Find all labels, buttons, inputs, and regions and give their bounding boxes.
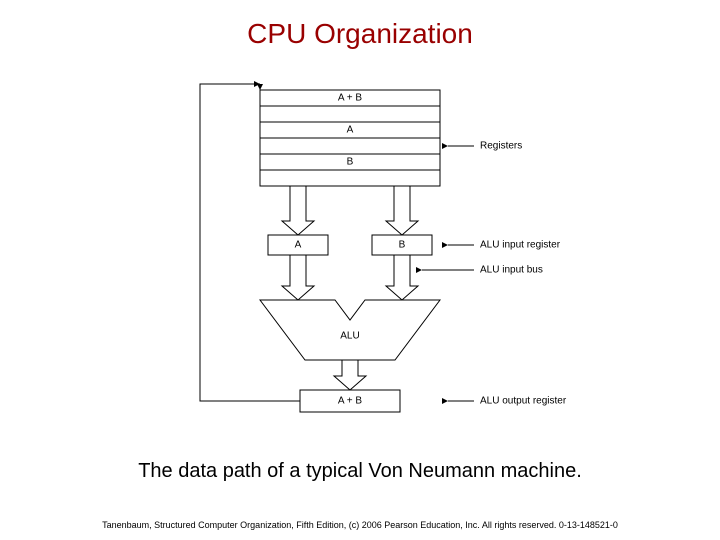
bus-arrow — [386, 186, 418, 235]
bus-arrow — [282, 186, 314, 235]
alu-label: ALU — [340, 331, 359, 342]
bus-arrow — [386, 255, 418, 300]
caption: The data path of a typical Von Neumann m… — [0, 460, 720, 483]
register-row — [260, 170, 440, 186]
alu-input-register-label: A — [295, 240, 302, 251]
alu-input-bus-annotation: ALU input bus — [480, 265, 543, 276]
register-label: A + B — [338, 93, 363, 104]
bus-arrow — [334, 360, 366, 390]
registers-annotation: Registers — [480, 141, 522, 152]
register-row — [260, 106, 440, 122]
alu-output-register-annotation: ALU output register — [480, 396, 567, 407]
register-label: B — [347, 157, 354, 168]
alu-input-register-label: B — [399, 240, 406, 251]
alu-output-register-label: A + B — [338, 396, 363, 407]
page-title: CPU Organization — [0, 18, 720, 50]
register-label: A — [347, 125, 354, 136]
bus-arrow — [282, 255, 314, 300]
footer: Tanenbaum, Structured Computer Organizat… — [0, 520, 720, 530]
register-row — [260, 138, 440, 154]
alu-input-register-annotation: ALU input register — [480, 240, 561, 251]
datapath-diagram: A + B A B Registers A B ALU input register ALU A… — [140, 70, 580, 450]
